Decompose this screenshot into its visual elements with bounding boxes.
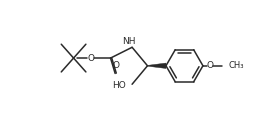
Text: NH: NH — [122, 37, 136, 46]
Text: O: O — [206, 61, 213, 70]
Polygon shape — [148, 63, 166, 69]
Text: O: O — [112, 61, 119, 70]
Text: CH₃: CH₃ — [228, 61, 244, 70]
Text: O: O — [87, 54, 94, 63]
Text: HO: HO — [112, 81, 126, 89]
